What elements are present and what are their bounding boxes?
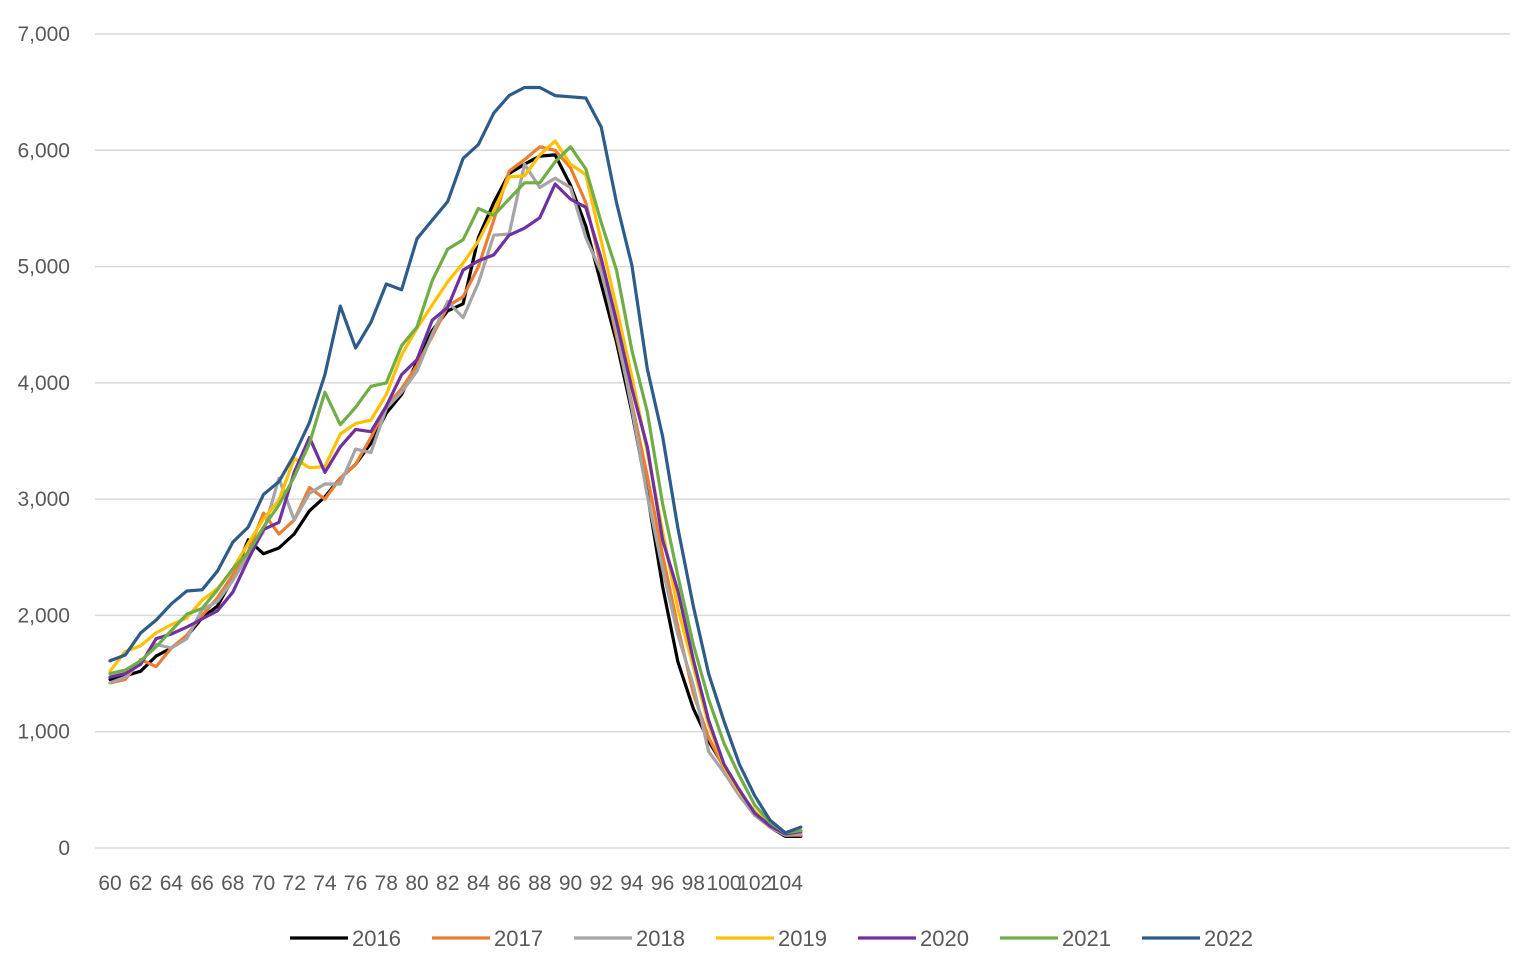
y-tick-label: 5,000 — [17, 256, 70, 279]
x-tick-label: 62 — [129, 872, 152, 895]
x-tick-label: 96 — [651, 872, 674, 895]
series-line-2020 — [108, 182, 803, 836]
x-tick-label: 64 — [160, 872, 184, 895]
y-tick-label: 4,000 — [17, 372, 70, 395]
series-line-2016 — [108, 153, 803, 839]
y-tick-label: 2,000 — [17, 604, 70, 627]
legend-label: 2021 — [1062, 926, 1111, 951]
y-tick-label: 7,000 — [17, 23, 70, 46]
x-tick-label: 66 — [190, 872, 213, 895]
x-tick-label: 94 — [620, 872, 644, 895]
series-lines — [108, 85, 803, 839]
x-tick-label: 78 — [375, 872, 398, 895]
legend-item-2022: 2022 — [1142, 926, 1253, 951]
x-tick-label: 104 — [768, 872, 803, 895]
legend-item-2016: 2016 — [290, 926, 401, 951]
gridlines — [95, 33, 1510, 849]
y-axis-tick-labels: 0 1,000 2,000 3,000 4,000 5,000 6,000 7,000 — [17, 23, 70, 860]
y-tick-label: 6,000 — [17, 139, 70, 162]
series-line-2022 — [108, 85, 803, 835]
legend-label: 2022 — [1204, 926, 1253, 951]
legend-item-2017: 2017 — [432, 926, 543, 951]
x-tick-label: 68 — [221, 872, 244, 895]
x-axis-tick-labels: 60 62 64 66 68 70 72 74 76 78 80 82 84 86 88 90 92 94 96 98… — [98, 872, 803, 895]
x-tick-label: 86 — [497, 872, 520, 895]
x-tick-label: 84 — [467, 872, 491, 895]
x-tick-label: 100 — [706, 872, 741, 895]
legend-label: 2018 — [636, 926, 685, 951]
legend-label: 2019 — [778, 926, 827, 951]
x-tick-label: 102 — [737, 872, 772, 895]
legend-item-2019: 2019 — [716, 926, 827, 951]
x-tick-label: 70 — [252, 872, 275, 895]
legend-item-2020: 2020 — [858, 926, 969, 951]
x-tick-label: 82 — [436, 872, 459, 895]
legend: 2016 2017 2018 2019 2020 2021 2022 — [290, 926, 1253, 951]
x-tick-label: 90 — [559, 872, 582, 895]
x-tick-label: 92 — [590, 872, 613, 895]
y-tick-label: 0 — [58, 837, 70, 860]
series-line-2018 — [108, 162, 803, 837]
x-tick-label: 98 — [682, 872, 705, 895]
x-tick-label: 88 — [528, 872, 551, 895]
legend-label: 2016 — [352, 926, 401, 951]
x-tick-label: 74 — [313, 872, 337, 895]
y-tick-label: 3,000 — [17, 488, 70, 511]
legend-item-2021: 2021 — [1000, 926, 1111, 951]
x-tick-label: 72 — [283, 872, 306, 895]
y-tick-label: 1,000 — [17, 721, 70, 744]
x-tick-label: 80 — [405, 872, 428, 895]
x-tick-label: 76 — [344, 872, 367, 895]
legend-label: 2017 — [494, 926, 543, 951]
legend-label: 2020 — [920, 926, 969, 951]
x-tick-label: 60 — [98, 872, 121, 895]
series-line-2021 — [108, 145, 803, 835]
legend-item-2018: 2018 — [574, 926, 685, 951]
